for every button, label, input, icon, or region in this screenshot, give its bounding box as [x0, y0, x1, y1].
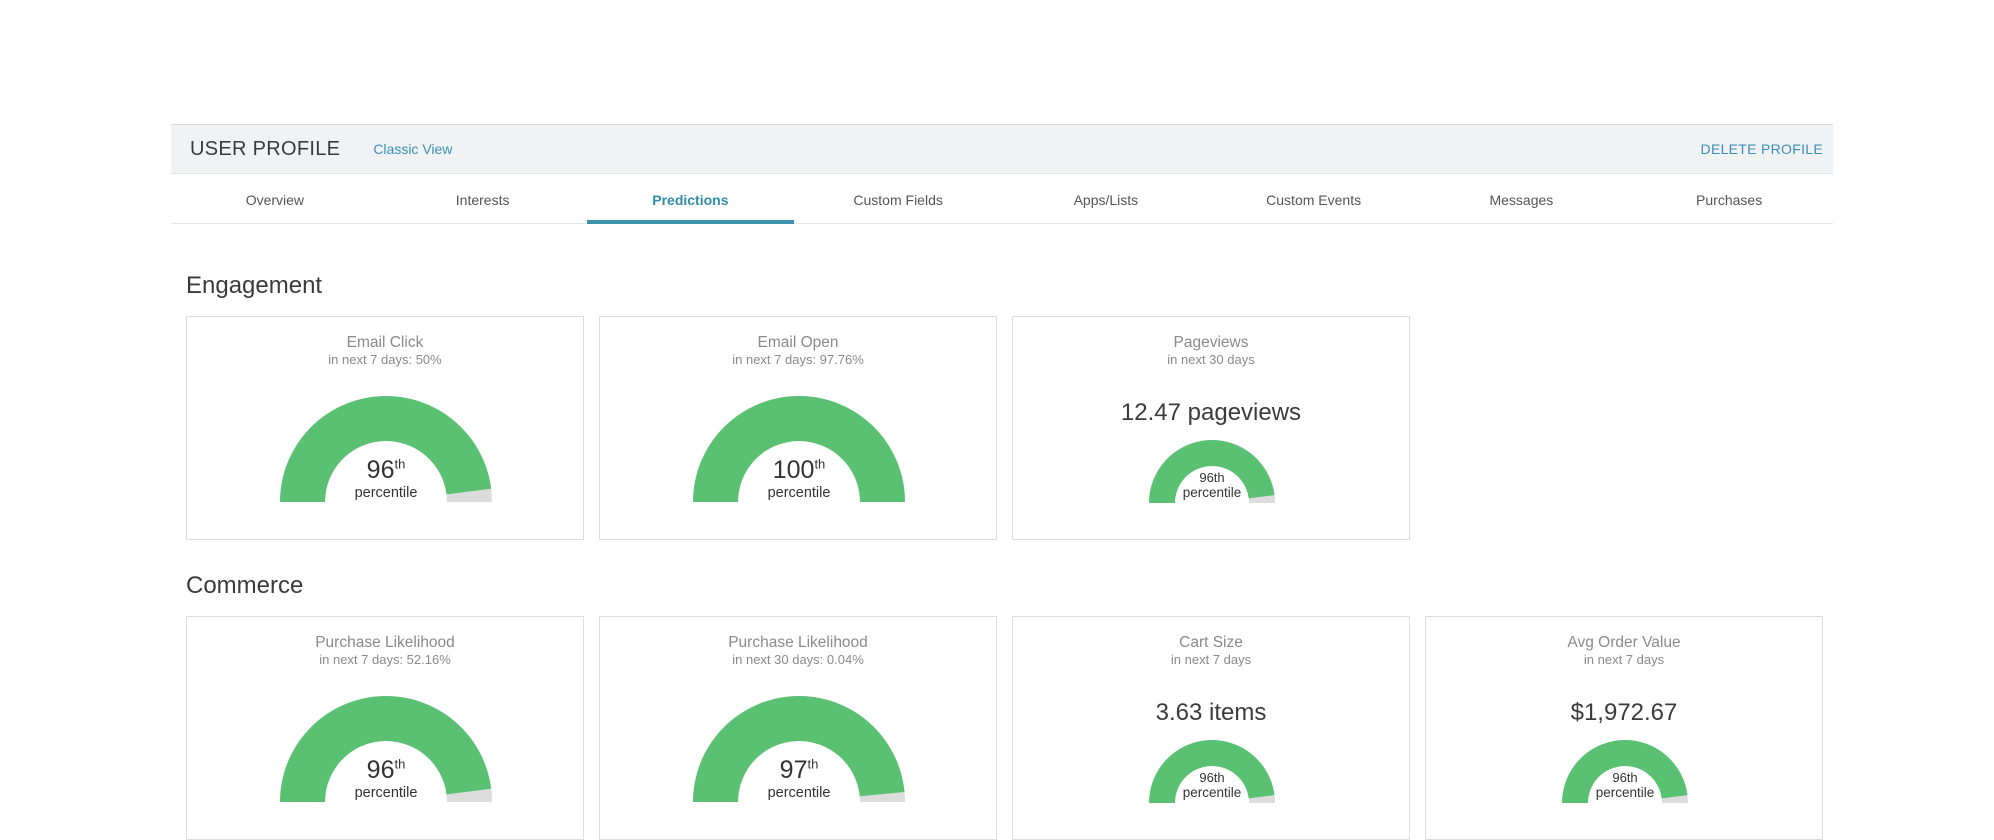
percentile-gauge: 96th percentile [1561, 738, 1689, 804]
card-purchase-likelihood-7d: Purchase Likelihood in next 7 days: 52.1… [186, 616, 584, 840]
tab-purchases[interactable]: Purchases [1696, 191, 1763, 208]
predicted-value: $1,972.67 [1570, 699, 1678, 726]
percentile-label: percentile [354, 785, 418, 801]
card-subtitle: in next 30 days: 0.04% [732, 652, 864, 667]
profile-tabs: Overview Interests Predictions Custom Fi… [171, 174, 1833, 224]
tab-messages[interactable]: Messages [1489, 191, 1554, 208]
percentile-gauge: 96th percentile [1148, 738, 1276, 804]
tab-apps-lists[interactable]: Apps/Lists [1073, 191, 1139, 208]
percentile-value: 96th [1612, 770, 1638, 785]
card-title: Email Click [346, 334, 424, 351]
card-title: Avg Order Value [1567, 634, 1681, 651]
percentile-value: 96th [366, 756, 406, 784]
percentile-gauge: 96th percentile [279, 694, 493, 803]
section-title-engagement: Engagement [186, 272, 323, 299]
card-subtitle: in next 7 days [1583, 652, 1665, 667]
card-cart-size: Cart Size in next 7 days 3.63 items 96th… [1012, 616, 1410, 840]
user-profile-panel: USER PROFILE Classic View DELETE PROFILE… [171, 124, 1833, 224]
percentile-value: 96th [366, 456, 406, 484]
card-title: Cart Size [1179, 634, 1243, 651]
gauge-fill [280, 695, 492, 802]
percentile-value: 97th [779, 756, 819, 784]
tab-custom-events[interactable]: Custom Events [1266, 191, 1362, 208]
percentile-label: percentile [767, 485, 831, 501]
card-email-open: Email Open in next 7 days: 97.76% 100th … [599, 316, 997, 540]
tab-interests[interactable]: Interests [455, 191, 510, 208]
card-subtitle: in next 7 days: 52.16% [319, 652, 451, 667]
delete-profile-button[interactable]: DELETE PROFILE [1700, 141, 1823, 157]
card-email-click: Email Click in next 7 days: 50% 96th per… [186, 316, 584, 540]
card-avg-order-value: Avg Order Value in next 7 days $1,972.67… [1425, 616, 1823, 840]
card-pageviews: Pageviews in next 30 days 12.47 pageview… [1012, 316, 1410, 540]
tab-custom-fields[interactable]: Custom Fields [853, 191, 943, 208]
tab-overview[interactable]: Overview [245, 191, 305, 208]
percentile-value: 100th [772, 456, 826, 484]
gauge-fill [1562, 740, 1688, 803]
tab-predictions[interactable]: Predictions [586, 174, 795, 224]
gauge-fill [693, 695, 905, 802]
card-title: Pageviews [1173, 334, 1249, 351]
percentile-gauge: 97th percentile [692, 694, 906, 803]
page-title: USER PROFILE [190, 137, 341, 160]
predicted-value: 3.63 items [1155, 699, 1267, 726]
percentile-gauge: 100th percentile [692, 394, 906, 503]
card-title: Purchase Likelihood [728, 634, 868, 651]
percentile-value: 96th [1199, 470, 1225, 485]
card-subtitle: in next 30 days [1167, 352, 1255, 367]
profile-header: USER PROFILE Classic View DELETE PROFILE [171, 124, 1833, 174]
classic-view-link[interactable]: Classic View [373, 141, 453, 157]
engagement-cards: Email Click in next 7 days: 50% 96th per… [186, 316, 1410, 540]
card-subtitle: in next 7 days: 50% [328, 352, 442, 367]
card-subtitle: in next 7 days: 97.76% [732, 352, 864, 367]
percentile-label: percentile [1182, 485, 1242, 500]
commerce-cards: Purchase Likelihood in next 7 days: 52.1… [186, 616, 1823, 840]
percentile-label: percentile [767, 785, 831, 801]
card-title: Email Open [757, 334, 839, 351]
percentile-label: percentile [1182, 785, 1242, 800]
predicted-value: 12.47 pageviews [1120, 399, 1302, 426]
card-purchase-likelihood-30d: Purchase Likelihood in next 30 days: 0.0… [599, 616, 997, 840]
percentile-gauge: 96th percentile [1148, 438, 1276, 504]
gauge-fill [693, 396, 905, 502]
card-title: Purchase Likelihood [315, 634, 455, 651]
section-title-commerce: Commerce [186, 572, 304, 599]
percentile-value: 96th [1199, 770, 1225, 785]
gauge-fill [1149, 740, 1275, 803]
percentile-label: percentile [1595, 785, 1655, 800]
gauge-fill [280, 395, 492, 502]
card-subtitle: in next 7 days [1170, 652, 1252, 667]
percentile-label: percentile [354, 485, 418, 501]
percentile-gauge: 96th percentile [279, 394, 493, 503]
gauge-fill [1149, 440, 1275, 503]
